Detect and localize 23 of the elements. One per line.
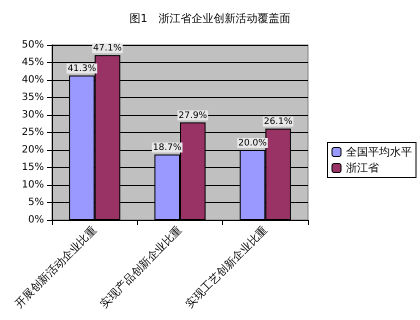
y-tick-label: 10% xyxy=(22,180,44,190)
y-tick-label: 0% xyxy=(28,214,44,226)
legend-label: 浙江省 xyxy=(346,162,379,174)
data-label: 47.1% xyxy=(93,44,122,54)
data-label: 18.7% xyxy=(152,143,182,154)
y-tick-label: 5% xyxy=(28,197,44,208)
data-label: 26.1% xyxy=(264,117,293,128)
chart-title: 图1 浙江省企业创新活动覆盖面 xyxy=(130,12,290,25)
data-label: 20.0% xyxy=(238,138,268,148)
y-tick-label: 25% xyxy=(22,127,44,138)
data-label: 41.3% xyxy=(68,64,97,74)
legend-label: 全国平均水平 xyxy=(346,146,412,158)
y-tick-label: 30% xyxy=(22,110,44,120)
y-tick-label: 50% xyxy=(22,40,44,50)
x-tick-label: 实现产品创新企业比重 xyxy=(98,223,185,310)
y-tick-label: 35% xyxy=(22,92,44,103)
data-label: 27.9% xyxy=(178,110,208,121)
y-tick-label: 40% xyxy=(22,74,44,86)
y-tick-label: 45% xyxy=(22,57,44,68)
y-tick-label: 20% xyxy=(22,144,44,156)
y-tick-label: 15% xyxy=(22,162,44,173)
x-tick-label: 实现工艺创新企业比重 xyxy=(182,223,270,310)
x-tick-label: 开展创新活动企业比重 xyxy=(12,223,100,310)
